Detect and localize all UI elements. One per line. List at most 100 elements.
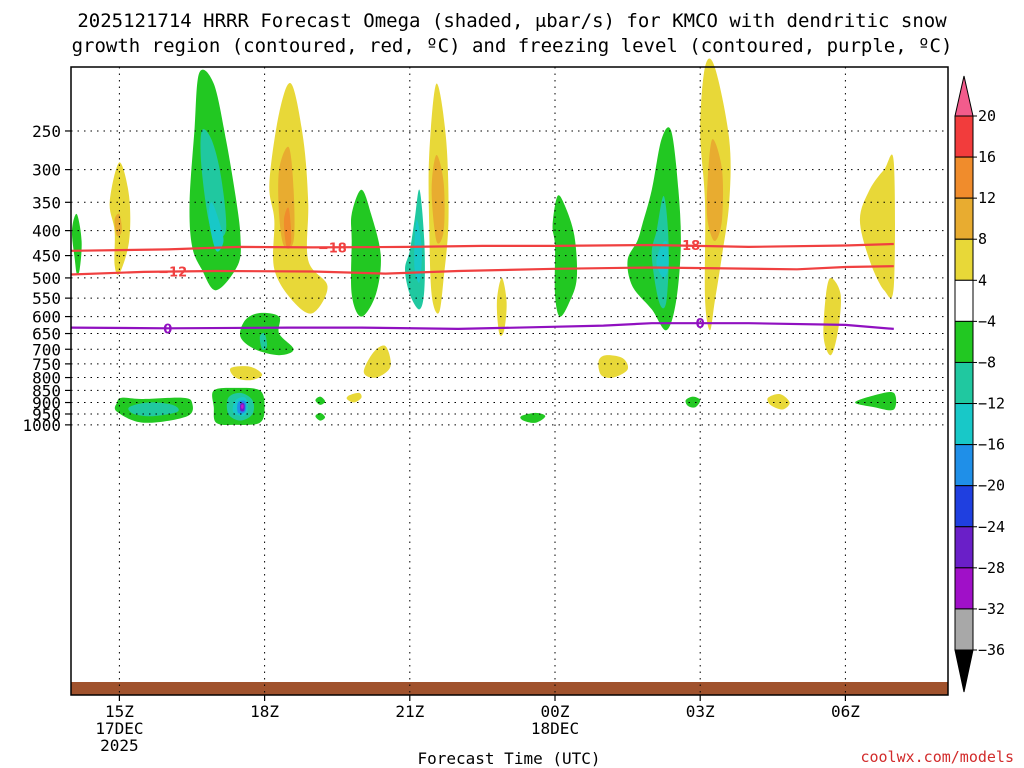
omega-region-yellow-21 (767, 393, 790, 410)
colorbar-bottom-arrow (954, 649, 974, 693)
colorbar-swatch (954, 444, 974, 487)
y-tick-label: 650 (32, 325, 61, 344)
chart-title-line-1: 2025121714 HRRR Forecast Omega (shaded, … (77, 10, 947, 32)
colorbar-swatch (954, 320, 974, 363)
y-tick-label: 800 (32, 369, 61, 388)
omega-region-teal-7 (259, 333, 268, 350)
contour-label-freezing-level-0: 0 (696, 317, 705, 332)
contour-label-freezing-level-0: 0 (163, 322, 172, 337)
y-tick-label: 300 (32, 161, 61, 180)
colorbar-label: −8 (978, 353, 996, 371)
y-tick-label: 250 (32, 122, 61, 141)
omega-region-green-18 (627, 127, 681, 331)
omega-region-teal-10 (128, 402, 179, 417)
colorbar-swatch (954, 115, 974, 158)
ground-bar (71, 682, 948, 695)
omega-region-green-4 (350, 189, 381, 317)
colorbar-label: 8 (978, 230, 987, 248)
omega-region-green-24 (855, 392, 897, 411)
pressure-axis: 2503003504004505005506006507007508008509… (22, 122, 71, 435)
colorbar-label: 20 (978, 107, 996, 125)
contour-lines: −18 −18 −12 0 0 (70, 239, 894, 337)
contour-label-dgz-minus12: −12 (158, 265, 187, 280)
colorbar-label: −36 (978, 641, 1005, 659)
x-tick-label: 17DEC (95, 719, 143, 738)
plot-grid (71, 67, 948, 695)
plot-frame (70, 66, 949, 696)
x-tick-label: 15Z (105, 702, 134, 721)
omega-region-cyan-2 (208, 202, 224, 252)
chart-title-line-2: growth region (contoured, red, ºC) and f… (72, 35, 953, 57)
colorbar-label: 4 (978, 271, 987, 289)
omega-region-cyan-4 (414, 219, 422, 283)
y-tick-label: 550 (32, 289, 61, 308)
colorbar-swatch (954, 238, 974, 281)
colorbar-label: 16 (978, 148, 996, 166)
colorbar-swatch (954, 279, 974, 322)
colorbar-label: −4 (978, 312, 996, 330)
colorbar-label: −32 (978, 600, 1005, 618)
omega-region-yellow-8 (363, 345, 391, 378)
omega-region-yellow-17 (598, 355, 629, 378)
y-tick-label: 500 (32, 269, 61, 288)
colorbar-swatch (954, 567, 974, 610)
y-tick-label: 450 (32, 247, 61, 266)
colorbar-label: −12 (978, 395, 1005, 413)
colorbar: 20 16 12 8 4 −4 −8 −12 −16 −20 −24 −28 −32 −36 (954, 75, 1005, 693)
colorbar-label: −24 (978, 518, 1005, 536)
colorbar-label: −16 (978, 436, 1005, 454)
omega-region-green-1 (71, 213, 82, 275)
contour-freezing-level-0 (70, 322, 894, 331)
omega-region-green-15 (520, 412, 546, 423)
contour-label-dgz-minus18: −18 (318, 241, 347, 256)
x-tick-label: 18DEC (531, 719, 579, 738)
x-tick-label: 18Z (250, 702, 279, 721)
colorbar-top-arrow (954, 75, 974, 117)
y-tick-label: 400 (32, 222, 61, 241)
omega-region-green-16 (552, 195, 578, 317)
omega-region-green-13 (315, 396, 326, 405)
colorbar-swatch (954, 403, 974, 446)
x-tick-label: 06Z (831, 702, 860, 721)
omega-region-teal-2 (200, 129, 227, 238)
x-axis-label: Forecast Time (UTC) (417, 749, 600, 768)
y-tick-label: 900 (32, 394, 61, 413)
contour-dgz-minus18 (70, 242, 894, 252)
colorbar-swatch (954, 197, 974, 240)
x-tick-label: 21Z (395, 702, 424, 721)
x-tick-label: 2025 (100, 736, 139, 755)
colorbar-label: −28 (978, 559, 1005, 577)
omega-region-green-19 (685, 396, 701, 408)
y-tick-label: 750 (32, 355, 61, 374)
colorbar-swatch (954, 485, 974, 528)
y-tick-label: 700 (32, 340, 61, 359)
colorbar-swatch (954, 156, 974, 199)
y-tick-label: 850 (32, 381, 61, 400)
omega-region-yellow-6 (496, 277, 507, 336)
contour-label-dgz-minus18: −18 (671, 239, 700, 254)
colorbar-swatch (954, 526, 974, 569)
omega-region-orange-3 (283, 207, 292, 248)
colorbar-swatch (954, 608, 974, 651)
colorbar-swatch (954, 361, 974, 405)
omega-region-magenta-11 (241, 404, 244, 409)
y-tick-label: 1000 (22, 416, 61, 435)
omega-region-yellow-3 (269, 83, 328, 314)
x-tick-label: 03Z (686, 702, 715, 721)
omega-region-gold-20 (706, 139, 724, 241)
y-tick-label: 350 (32, 193, 61, 212)
contour-dgz-minus12 (70, 265, 894, 276)
omega-region-yellow-12 (346, 392, 362, 403)
colorbar-label: 12 (978, 189, 996, 207)
y-tick-label: 950 (32, 405, 61, 424)
x-tick-label: 00Z (541, 702, 570, 721)
y-tick-label: 600 (32, 308, 61, 327)
colorbar-label: −20 (978, 477, 1005, 495)
omega-region-yellow-23 (859, 154, 895, 299)
omega-region-yellow-9 (229, 366, 263, 381)
watermark: coolwx.com/models (860, 748, 1014, 766)
omega-region-gold-5 (431, 154, 445, 244)
omega-region-green-14 (315, 412, 326, 421)
